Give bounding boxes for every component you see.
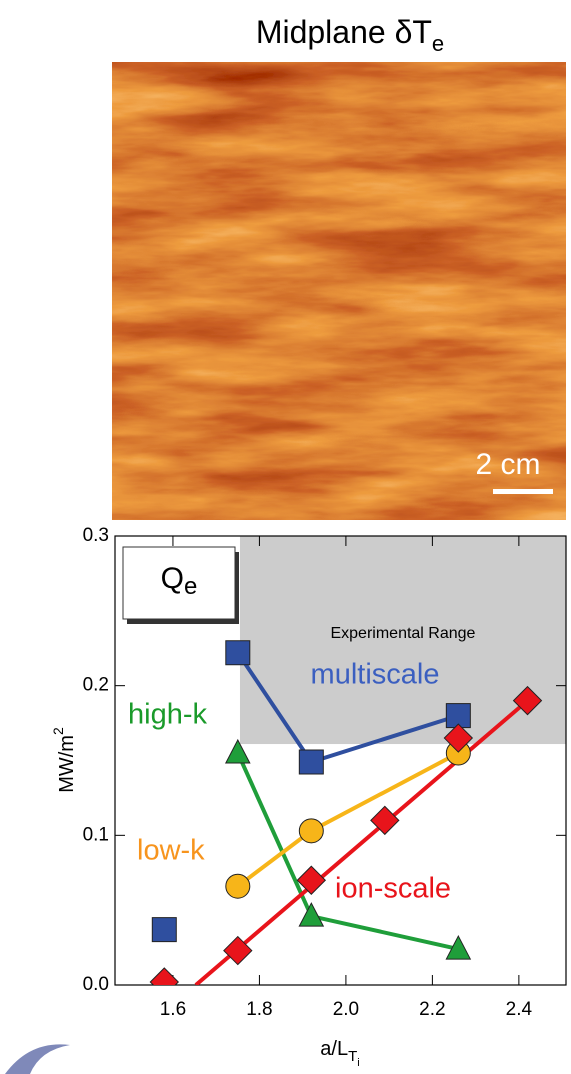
figure: Midplane δTe 2 cm Experimental Range Qe 1.…: [0, 0, 571, 1074]
legend-box-text: Q: [161, 562, 184, 595]
x-tick-label: 2.0: [333, 999, 359, 1020]
marker-diamond: [150, 968, 178, 996]
y-tick-label: 0.0: [83, 974, 109, 995]
scale-bar-label: 2 cm: [475, 448, 540, 481]
x-tick-label: 1.8: [246, 999, 272, 1020]
experimental-range-label: Experimental Range: [330, 625, 475, 642]
x-axis-label: a/LTi: [320, 1038, 359, 1069]
image-title: Midplane δTe: [256, 14, 444, 55]
series-line: [238, 753, 459, 886]
y-axis-label-sup: 2: [50, 727, 66, 735]
x-tick-label: 1.6: [160, 999, 186, 1020]
x-tick-label: 2.2: [419, 999, 445, 1020]
x-axis-label-subsub: i: [357, 1057, 359, 1069]
y-tick-label: 0.1: [83, 824, 109, 845]
series-label: multiscale: [311, 659, 440, 691]
y-axis-label-text: MW/m: [56, 735, 78, 793]
series-label: ion-scale: [335, 873, 451, 905]
y-axis-label: MW/m2: [50, 727, 79, 793]
x-tick-label: 2.4: [506, 999, 533, 1020]
y-tick-label: 0.2: [83, 675, 109, 696]
series-label: high-k: [128, 699, 207, 731]
marker-circle: [299, 819, 323, 843]
scale-bar: [493, 489, 553, 494]
marker-square: [299, 750, 323, 774]
series-label: low-k: [137, 835, 205, 867]
y-tick-label: 0.3: [83, 525, 109, 546]
marker-circle: [226, 874, 250, 898]
legend-box-subscript: e: [184, 573, 197, 600]
marker-triangle: [299, 903, 323, 926]
marker-square: [152, 918, 176, 942]
logo-fragment: [5, 1044, 70, 1074]
x-axis-label-text: a/L: [320, 1038, 348, 1060]
x-axis-label-sub: T: [348, 1048, 357, 1065]
marker-square: [226, 641, 250, 665]
